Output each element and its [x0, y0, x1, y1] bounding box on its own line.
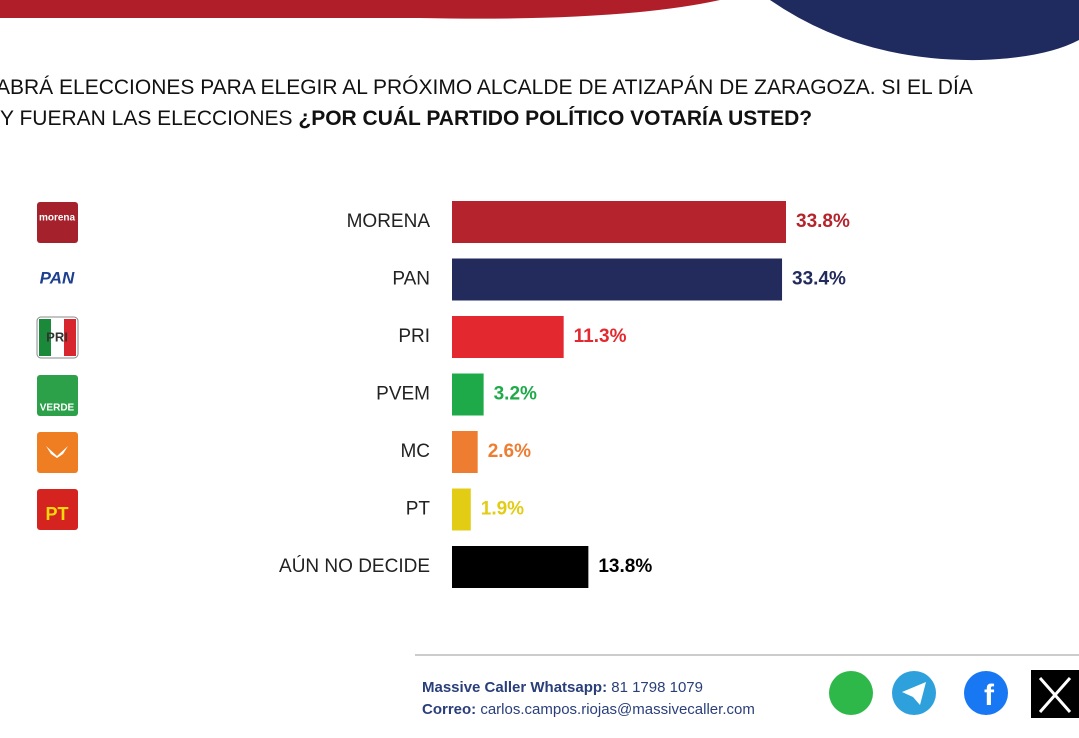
bar: [452, 373, 484, 416]
title-line1: ABRÁ ELECCIONES PARA ELEGIR AL PRÓXIMO A…: [0, 76, 973, 99]
logo-pt: [37, 489, 78, 530]
bar: [452, 546, 589, 588]
facebook-icon[interactable]: [964, 671, 1008, 715]
bar: [452, 316, 564, 358]
telegram-plane: [902, 682, 926, 705]
value-label: 1.9%: [481, 499, 524, 520]
footer-label: Correo:: [422, 701, 476, 718]
value-label: 2.6%: [488, 441, 531, 462]
logo-text: PRI: [46, 329, 68, 344]
footer-value: carlos.campos.riojas@massivecaller.com: [480, 701, 754, 718]
category-label: PVEM: [376, 384, 430, 405]
footer-whatsapp: Massive Caller Whatsapp: 81 1798 1079: [422, 679, 703, 696]
category-label: MC: [400, 441, 430, 462]
footer-value: 81 1798 1079: [611, 679, 703, 696]
logo-mc-eagle: [46, 446, 68, 458]
top-circle: [770, 0, 1079, 61]
value-label: 3.2%: [494, 384, 537, 405]
logo-morena: [37, 202, 78, 243]
logo-text: VERDE: [40, 403, 75, 414]
logo-pri-red: [64, 319, 76, 356]
title-line2: Y FUERAN LAS ELECCIONES ¿POR CUÁL PARTID…: [0, 107, 812, 130]
value-label: 33.4%: [792, 269, 846, 290]
logo-pri-green: [39, 319, 51, 356]
bar: [452, 488, 471, 531]
value-label: 11.3%: [574, 326, 627, 347]
whatsapp-icon[interactable]: [829, 671, 873, 715]
footer-email: Correo: carlos.campos.riojas@massivecall…: [422, 701, 755, 718]
bar: [452, 258, 783, 301]
title-text: ABRÁ ELECCIONES PARA ELEGIR AL PRÓXIMO A…: [0, 76, 973, 99]
category-label: PAN: [392, 269, 430, 290]
bar: [452, 201, 786, 243]
logo-text: PAN: [40, 268, 75, 287]
value-label: 33.8%: [796, 211, 850, 232]
x-glyph: [1038, 677, 1072, 713]
title-text: Y FUERAN LAS ELECCIONES: [0, 107, 293, 130]
value-label: 13.8%: [598, 556, 652, 577]
category-label: PT: [406, 499, 431, 520]
category-label: MORENA: [347, 211, 431, 232]
footer-label: Massive Caller Whatsapp:: [422, 679, 607, 696]
logo-text: PT: [45, 504, 68, 524]
top-wave: [0, 0, 720, 19]
bar: [452, 431, 478, 473]
logo-verde: [37, 375, 78, 416]
facebook-f: f: [984, 679, 995, 712]
logo-mc: [37, 432, 78, 473]
logos: morena PAN PRI VERDE PT: [36, 202, 79, 530]
category-label: AÚN NO DECIDE: [279, 555, 430, 577]
category-label: PRI: [398, 326, 430, 347]
logo-text: morena: [39, 213, 76, 224]
title-question: ¿POR CUÁL PARTIDO POLÍTICO VOTARÍA USTED…: [298, 107, 812, 130]
